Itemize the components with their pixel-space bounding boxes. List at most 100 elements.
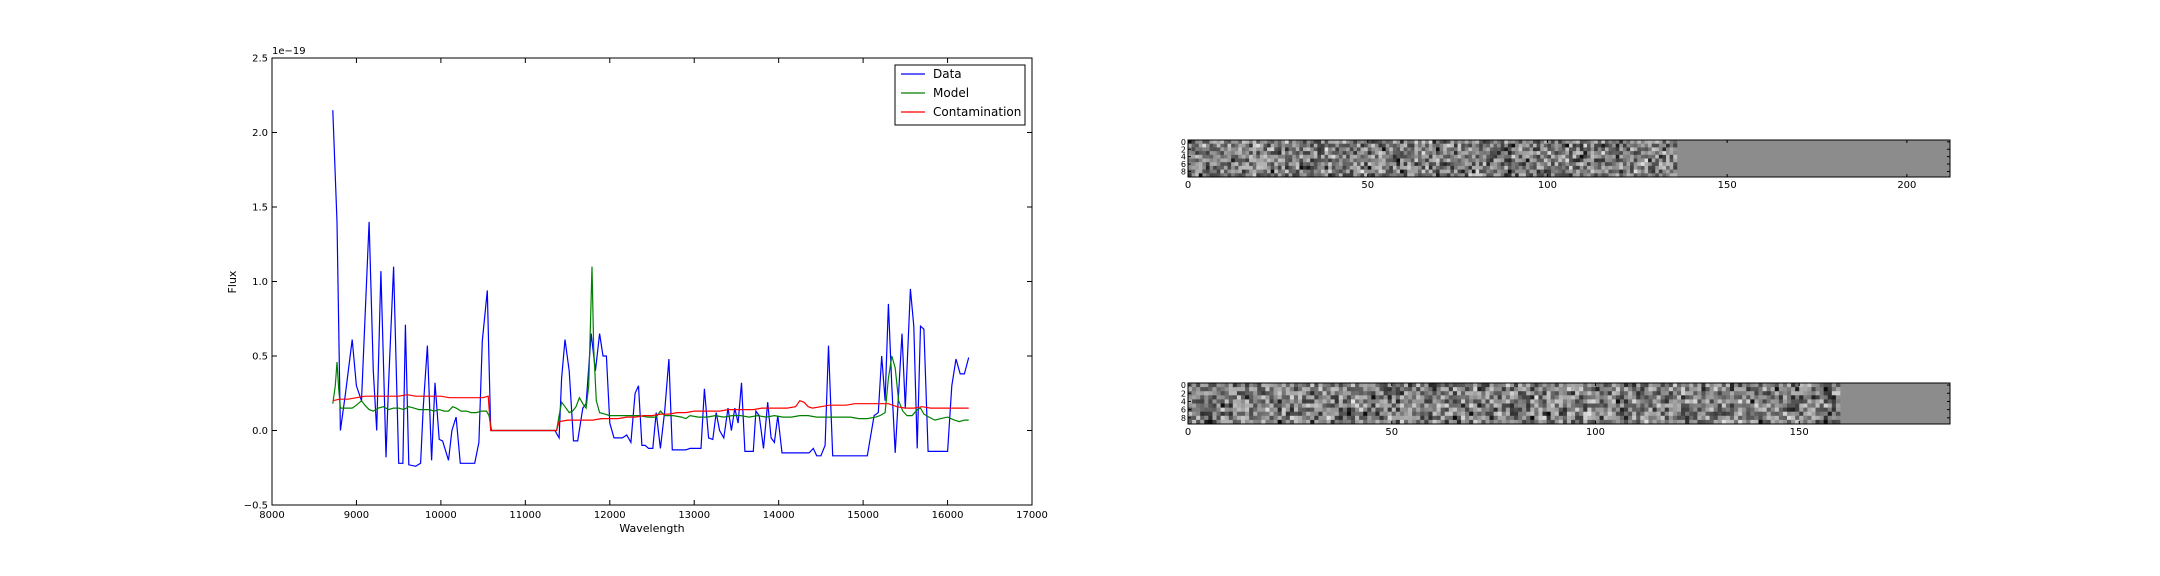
image-pixel — [1656, 415, 1662, 421]
image-pixel — [1534, 395, 1539, 400]
image-pixel — [1803, 387, 1808, 392]
image-pixel — [1630, 162, 1635, 167]
image-pixel — [1587, 383, 1592, 388]
image-y-tick-label: 8 — [1181, 414, 1186, 423]
image-pixel — [1493, 154, 1498, 159]
image-pixel — [1375, 391, 1380, 396]
image-pixel — [1407, 165, 1412, 170]
image-pixel — [1644, 403, 1649, 408]
image-pixel — [1594, 169, 1599, 174]
image-pixel — [1762, 411, 1768, 417]
image-pixel — [1367, 387, 1372, 392]
image-pixel — [1815, 395, 1820, 400]
image-pixel — [1204, 387, 1209, 392]
image-pixel — [1342, 147, 1347, 152]
image-pixel — [1418, 173, 1423, 178]
image-pixel — [1324, 143, 1329, 148]
image-pixel — [1204, 383, 1209, 388]
image-pixel — [1579, 407, 1584, 413]
image-pixel — [1676, 411, 1682, 417]
image-pixel — [1611, 419, 1617, 425]
image-pixel — [1191, 147, 1196, 152]
image-pixel — [1632, 383, 1637, 388]
image-pixel — [1245, 411, 1250, 417]
image-pixel — [1575, 411, 1580, 417]
image-pixel — [1689, 399, 1694, 404]
image-pixel — [1660, 399, 1666, 404]
image-pixel — [1205, 151, 1210, 156]
image-pixel — [1572, 143, 1577, 148]
image-pixel — [1418, 162, 1423, 167]
image-pixel — [1782, 383, 1788, 388]
image-pixel — [1558, 165, 1563, 170]
image-pixel — [1666, 162, 1671, 167]
image-pixel — [1754, 383, 1759, 388]
image-pixel — [1227, 173, 1232, 178]
image-pixel — [1410, 169, 1415, 174]
image-pixel — [1198, 162, 1203, 167]
image-pixel — [1543, 162, 1548, 167]
image-pixel — [1192, 383, 1197, 388]
image-pixel — [1526, 415, 1531, 421]
image-pixel — [1314, 415, 1319, 421]
image-pixel — [1693, 383, 1698, 388]
image-pixel — [1202, 147, 1207, 152]
image-pixel — [1734, 411, 1739, 417]
image-pixel — [1778, 391, 1784, 396]
image-pixel — [1579, 143, 1584, 148]
image-pixel — [1770, 399, 1776, 404]
image-pixel — [1721, 411, 1727, 417]
image-pixel — [1754, 403, 1759, 408]
image-pixel — [1640, 165, 1645, 170]
image-pixel — [1191, 151, 1196, 156]
image-pixel — [1299, 162, 1304, 167]
image-pixel — [1371, 162, 1376, 167]
image-pixel — [1815, 399, 1820, 404]
image-pixel — [1591, 395, 1596, 400]
image-pixel — [1651, 165, 1656, 170]
image-pixel — [1281, 169, 1286, 174]
image-pixel — [1285, 411, 1291, 417]
image-pixel — [1558, 391, 1564, 396]
image-pixel — [1815, 383, 1820, 388]
image-pixel — [1432, 411, 1437, 417]
image-pixel — [1522, 395, 1527, 400]
image-pixel — [1536, 140, 1541, 145]
image-pixel — [1461, 165, 1466, 170]
image-pixel — [1420, 411, 1425, 417]
image-pixel — [1342, 395, 1348, 400]
image-pixel — [1310, 165, 1315, 170]
image-pixel — [1626, 143, 1631, 148]
image-pixel — [1371, 399, 1376, 404]
image-pixel — [1338, 411, 1344, 417]
image-pixel — [1256, 140, 1261, 145]
image-pixel — [1270, 169, 1275, 174]
image-pixel — [1392, 162, 1397, 167]
image-pixel — [1353, 173, 1358, 178]
image-pixel — [1685, 419, 1690, 425]
image-pixel — [1236, 383, 1242, 388]
image-pixel — [1652, 383, 1657, 388]
image-pixel — [1236, 419, 1242, 425]
image-pixel — [1273, 419, 1279, 425]
image-pixel — [1223, 158, 1228, 163]
image-pixel — [1281, 165, 1286, 170]
image-pixel — [1554, 143, 1559, 148]
image-pixel — [1228, 387, 1234, 392]
image-pixel — [1509, 387, 1515, 392]
image-pixel — [1261, 383, 1266, 388]
image-pixel — [1227, 162, 1232, 167]
image-pixel — [1497, 151, 1502, 156]
image-pixel — [1709, 415, 1715, 421]
image-pixel — [1770, 387, 1776, 392]
image-pixel — [1195, 169, 1200, 174]
image-pixel — [1270, 165, 1275, 170]
image-pixel — [1619, 173, 1624, 178]
image-pixel — [1273, 407, 1279, 413]
image-pixel — [1590, 165, 1595, 170]
image-pixel — [1303, 147, 1308, 152]
image-pixel — [1269, 399, 1274, 404]
image-y-tick-label: 6 — [1181, 160, 1186, 169]
image-pixel — [1299, 158, 1304, 163]
image-pixel — [1558, 140, 1563, 145]
